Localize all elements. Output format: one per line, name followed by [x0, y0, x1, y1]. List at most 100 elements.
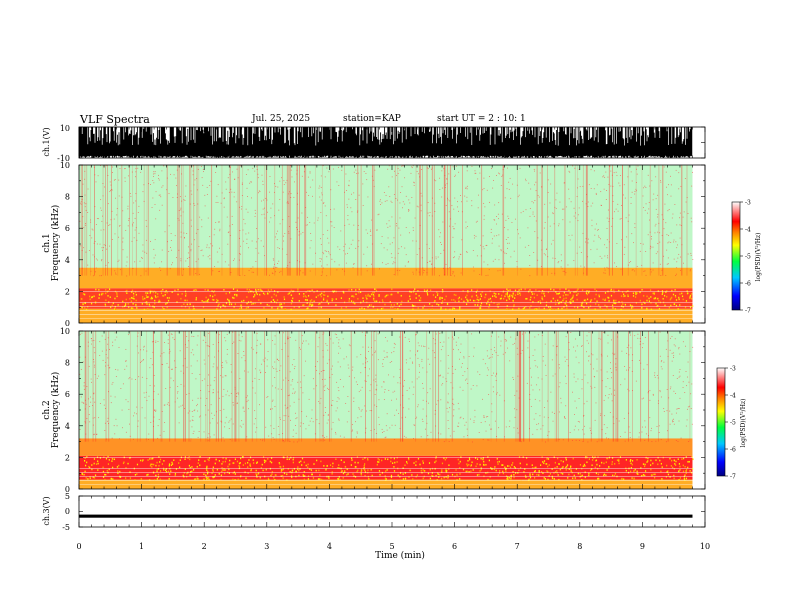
spectrogram-speckle	[138, 205, 140, 207]
spectrogram-speckle	[489, 476, 491, 478]
spectrogram-speckle	[528, 165, 530, 166]
spectrogram-speckle	[451, 205, 453, 207]
spectrogram-speckle	[496, 373, 497, 375]
spectrogram-speckle	[262, 245, 264, 247]
spectrogram-speckle	[247, 371, 249, 373]
spectrogram-speckle	[143, 308, 145, 311]
spectrogram-speckle	[673, 477, 675, 480]
spectrogram-speckle	[682, 387, 684, 388]
spectrogram-speckle	[590, 469, 592, 472]
spectrogram-speckle	[151, 458, 153, 460]
spectrogram-speckle	[104, 374, 106, 376]
spectrogram-speckle	[615, 363, 617, 365]
spectrogram-speckle	[213, 380, 215, 382]
spectrogram-speckle	[636, 190, 637, 192]
spectrogram-speckle	[537, 237, 539, 239]
spectrogram-speckle	[405, 195, 407, 197]
spectrogram-speckle	[511, 464, 513, 466]
spectrogram-speckle	[377, 359, 379, 361]
spectrogram-speckle	[336, 381, 338, 383]
spectrogram-speckle	[631, 307, 633, 309]
spectrogram-speckle	[103, 244, 105, 246]
spectrogram-speckle	[495, 375, 496, 377]
spectrogram-speckle	[259, 293, 261, 296]
spectrogram-speckle	[239, 275, 241, 276]
spectrogram-speckle	[576, 289, 578, 292]
spectrogram-speckle	[159, 458, 162, 461]
spectrogram-speckle	[153, 262, 155, 264]
spectrogram-speckle	[386, 223, 388, 225]
spectrogram-speckle	[324, 407, 326, 408]
spectrogram-speckle	[225, 188, 227, 190]
spectrogram-speckle	[663, 294, 666, 297]
spectrogram-speckle	[611, 304, 614, 307]
spectrogram-speckle	[119, 476, 122, 478]
spectrogram-speckle	[407, 300, 409, 302]
spectrogram-speckle	[303, 171, 305, 173]
spectrogram-speckle	[98, 417, 100, 419]
spectrogram-speckle	[203, 478, 205, 481]
spectrogram-speckle	[278, 260, 280, 262]
spectrogram-speckle	[553, 289, 555, 291]
spectrogram-speckle	[270, 207, 272, 209]
spectrogram-speckle	[273, 368, 275, 370]
spectrogram-speckle	[420, 436, 422, 438]
spectrogram-speckle	[477, 371, 479, 373]
spectrogram-speckle	[184, 195, 186, 197]
spectrogram-speckle	[470, 388, 472, 390]
spectrogram-speckle	[532, 433, 534, 435]
spectrogram-speckle	[670, 175, 671, 177]
spectrogram-speckle	[294, 391, 296, 393]
spectrogram-speckle	[261, 200, 263, 202]
spectrogram-speckle	[568, 289, 570, 292]
spectrogram-speckle	[262, 456, 265, 458]
spectrogram-speckle	[453, 430, 455, 432]
spectrogram-speckle	[544, 203, 546, 205]
spectrogram-speckle	[436, 403, 438, 405]
spectrogram-speckle	[670, 465, 672, 467]
spectrogram-speckle	[466, 428, 468, 430]
spectrogram-speckle	[234, 293, 236, 296]
spectrogram-speckle	[153, 257, 155, 259]
spectrogram-speckle	[332, 462, 334, 465]
spectrogram-speckle	[158, 178, 160, 180]
spectrogram-speckle	[475, 294, 478, 297]
spectrogram-speckle	[576, 294, 578, 296]
spectrogram-speckle	[223, 440, 225, 442]
spectrogram-speckle	[111, 466, 114, 469]
spectrogram-speckle	[452, 373, 454, 374]
spectrogram-speckle	[86, 461, 88, 464]
spectrogram-speckle	[283, 415, 285, 417]
spectrogram-speckle	[413, 181, 415, 183]
spectrogram-speckle	[554, 258, 556, 259]
spectrogram-speckle	[643, 294, 645, 297]
spectrogram-speckle	[186, 299, 188, 302]
spectrogram-speckle	[217, 201, 219, 203]
spectrogram-speckle	[687, 466, 689, 469]
spectrogram-speckle	[639, 250, 641, 252]
spectrogram-speckle	[391, 256, 393, 258]
spectrogram-speckle	[610, 185, 612, 187]
spectrogram-speckle	[429, 303, 431, 305]
spectrogram-speckle	[557, 345, 558, 347]
spectrogram-speckle	[459, 460, 461, 463]
spectrogram-speckle	[293, 401, 295, 403]
spectrogram-speckle	[525, 178, 526, 180]
spectrogram-speckle	[310, 232, 312, 234]
spectrogram-speckle	[616, 266, 617, 268]
spectrogram-speckle	[104, 429, 106, 431]
spectrogram-speckle	[276, 266, 278, 268]
spectrogram-speckle	[178, 249, 180, 251]
start-time-label: start UT = 2 : 10: 1	[437, 114, 526, 124]
spectrogram-speckle	[256, 427, 258, 429]
spectrogram-speckle	[415, 240, 417, 242]
spectrogram-speckle	[625, 291, 627, 293]
spectrogram-speckle	[417, 457, 420, 460]
spectrogram-speckle	[505, 293, 507, 295]
spectrogram-speckle	[181, 293, 183, 295]
spectrogram-speckle	[159, 470, 162, 472]
spectrogram-speckle	[644, 209, 646, 211]
spectrogram-speckle	[435, 296, 437, 298]
spectrogram-speckle	[385, 337, 387, 338]
spectrogram-speckle	[218, 473, 220, 475]
